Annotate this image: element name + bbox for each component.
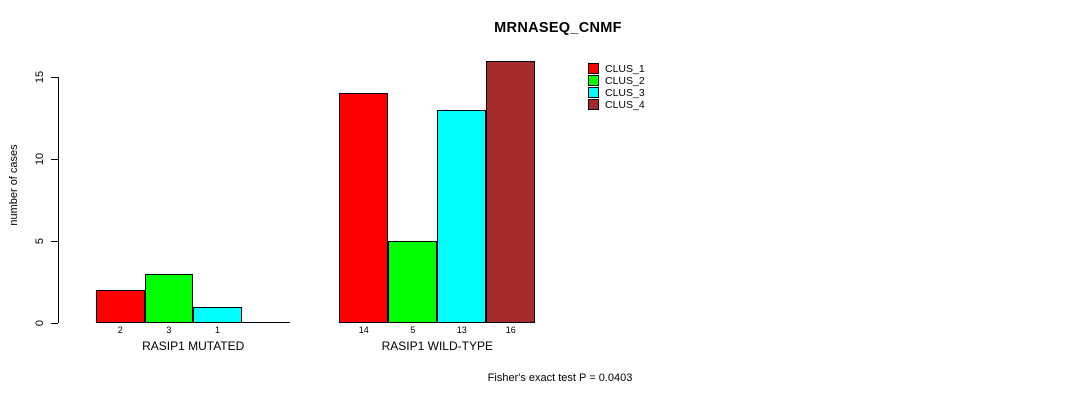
legend-item: CLUS_4	[588, 99, 645, 111]
y-tick-label: 10	[34, 152, 46, 166]
y-axis-line	[57, 76, 59, 323]
bar	[437, 109, 487, 323]
legend-swatch	[588, 75, 599, 86]
bar-value-label: 13	[456, 324, 467, 335]
y-axis-label: number of cases	[8, 144, 20, 226]
y-tick-label: 5	[34, 237, 46, 245]
chart-title: MRNASEQ_CNMF	[494, 20, 622, 36]
bar-value-label: 3	[166, 324, 172, 335]
bar-value-label: 14	[358, 324, 369, 335]
zero-bar	[241, 322, 291, 323]
bar-value-label: 1	[214, 324, 220, 335]
y-tick	[50, 76, 58, 78]
bar	[486, 60, 536, 323]
y-tick-label: 15	[34, 70, 46, 84]
bar-value-label: 16	[505, 324, 516, 335]
legend-item: CLUS_1	[588, 63, 645, 75]
group-label: RASIP1 WILD-TYPE	[381, 339, 493, 353]
legend-label: CLUS_4	[605, 98, 645, 111]
legend-label: CLUS_1	[605, 62, 645, 75]
bar-value-label: 2	[117, 324, 123, 335]
bar	[388, 241, 438, 323]
legend-label: CLUS_2	[605, 74, 645, 87]
bar	[193, 306, 242, 323]
legend-item: CLUS_3	[588, 87, 645, 99]
bar	[96, 290, 145, 323]
bar	[144, 273, 194, 323]
group-label: RASIP1 MUTATED	[142, 339, 245, 353]
y-tick	[50, 240, 58, 242]
bar-value-label: 5	[410, 324, 416, 335]
y-tick	[50, 158, 58, 160]
legend-swatch	[588, 87, 599, 98]
legend-item: CLUS_2	[588, 75, 645, 87]
y-tick-label: 0	[34, 319, 46, 327]
legend-label: CLUS_3	[605, 86, 645, 99]
y-tick	[50, 322, 58, 324]
bar	[339, 93, 389, 323]
legend-swatch	[588, 99, 599, 110]
legend-swatch	[588, 63, 599, 74]
annotation-text: Fisher's exact test P = 0.0403	[487, 372, 633, 384]
